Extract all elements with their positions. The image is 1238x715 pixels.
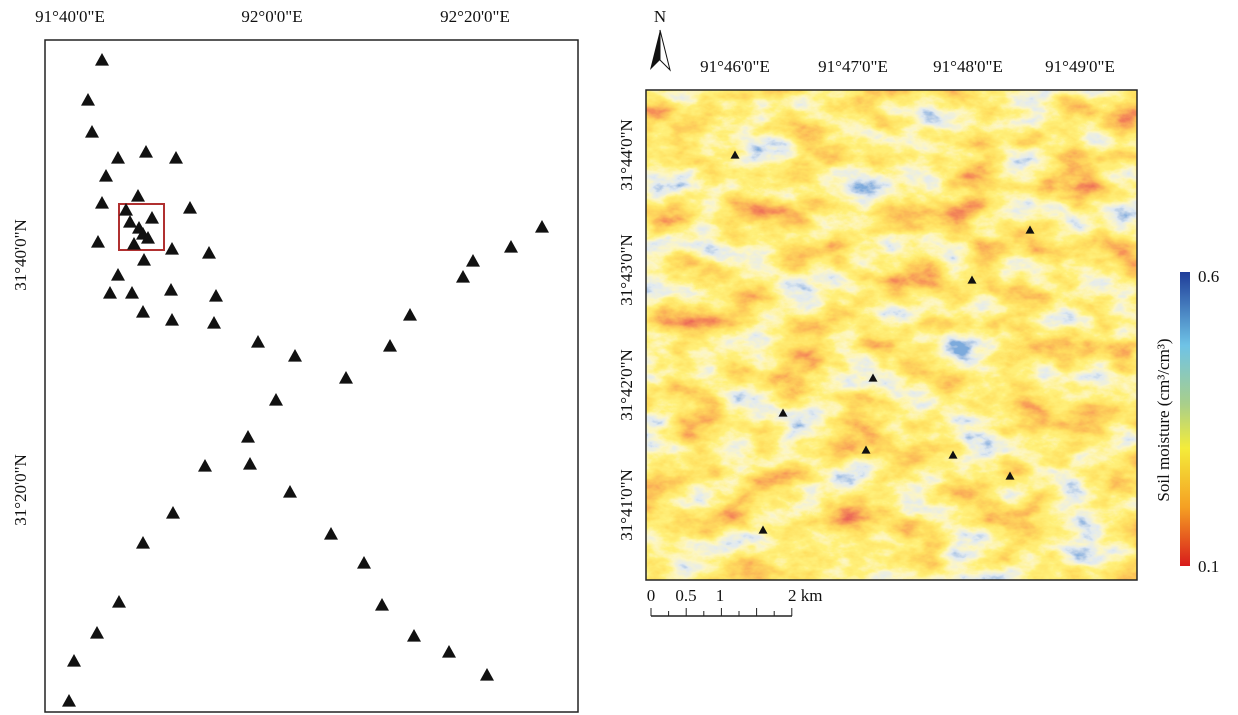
- station: [407, 629, 421, 642]
- right-map-frame: [645, 89, 1138, 581]
- station: [209, 289, 223, 302]
- x-label: 91°40'0"E: [35, 7, 105, 26]
- station: [67, 654, 81, 667]
- colorbar-min: 0.1: [1198, 557, 1219, 576]
- station: [111, 151, 125, 164]
- scale-label: 0: [647, 586, 656, 605]
- y-label: 31°20'0"N: [11, 454, 30, 526]
- station: [357, 556, 371, 569]
- stations: [730, 150, 1035, 534]
- north-label: N: [654, 7, 666, 26]
- station: [861, 445, 871, 454]
- station: [141, 231, 155, 244]
- station: [111, 268, 125, 281]
- station: [95, 196, 109, 209]
- station: [165, 313, 179, 326]
- station: [456, 270, 470, 283]
- station: [125, 286, 139, 299]
- station: [967, 275, 977, 284]
- station: [480, 668, 494, 681]
- scale-label: 1: [716, 586, 725, 605]
- station: [169, 151, 183, 164]
- left-map-frame: [44, 39, 579, 713]
- station: [137, 253, 151, 266]
- station: [198, 459, 212, 472]
- x-label: 91°47'0"E: [818, 57, 888, 76]
- station: [383, 339, 397, 352]
- y-label: 31°44'0"N: [617, 119, 636, 191]
- y-label: 31°42'0"N: [617, 349, 636, 421]
- station: [183, 201, 197, 214]
- station: [112, 595, 126, 608]
- station: [1025, 225, 1035, 234]
- station: [165, 242, 179, 255]
- station: [207, 316, 221, 329]
- scale-bar: 0 0.5 1 2 km: [647, 586, 822, 617]
- station: [375, 598, 389, 611]
- colorbar-max: 0.6: [1198, 267, 1219, 286]
- x-label: 91°46'0"E: [700, 57, 770, 76]
- station: [868, 373, 878, 382]
- station: [136, 536, 150, 549]
- station: [778, 408, 788, 417]
- station: [103, 286, 117, 299]
- station: [202, 246, 216, 259]
- station: [251, 335, 265, 348]
- station: [339, 371, 353, 384]
- station: [123, 215, 137, 228]
- study-area-box: [118, 203, 165, 251]
- x-label: 92°20'0"E: [440, 7, 510, 26]
- station: [504, 240, 518, 253]
- station: [269, 393, 283, 406]
- station: [241, 430, 255, 443]
- station: [145, 211, 159, 224]
- station: [164, 283, 178, 296]
- station: [136, 305, 150, 318]
- colorbar: [1180, 272, 1190, 566]
- station: [948, 450, 958, 459]
- station: [243, 457, 257, 470]
- station: [85, 125, 99, 138]
- y-label: 31°40'0"N: [11, 219, 30, 291]
- station: [758, 525, 768, 534]
- y-label: 31°41'0"N: [617, 469, 636, 541]
- station: [99, 169, 113, 182]
- scale-label: 2 km: [788, 586, 822, 605]
- colorbar-title: Soil moisture (cm³/cm³): [1154, 338, 1173, 501]
- station: [90, 626, 104, 639]
- station: [119, 203, 133, 216]
- station: [132, 221, 146, 234]
- station: [283, 485, 297, 498]
- x-label: 91°48'0"E: [933, 57, 1003, 76]
- y-label: 31°43'0"N: [617, 234, 636, 306]
- stations: [62, 53, 549, 707]
- x-label: 91°49'0"E: [1045, 57, 1115, 76]
- station: [62, 694, 76, 707]
- station: [466, 254, 480, 267]
- station: [324, 527, 338, 540]
- station: [95, 53, 109, 66]
- station: [535, 220, 549, 233]
- station: [139, 145, 153, 158]
- soil-moisture-map: [646, 90, 1137, 580]
- scale-label: 0.5: [675, 586, 696, 605]
- station: [403, 308, 417, 321]
- station: [288, 349, 302, 362]
- station: [127, 237, 141, 250]
- station: [91, 235, 105, 248]
- station: [442, 645, 456, 658]
- station: [166, 506, 180, 519]
- station: [81, 93, 95, 106]
- north-arrow: N: [650, 7, 671, 72]
- station: [730, 150, 740, 159]
- station: [131, 189, 145, 202]
- station: [1005, 471, 1015, 480]
- x-label: 92°0'0"E: [241, 7, 302, 26]
